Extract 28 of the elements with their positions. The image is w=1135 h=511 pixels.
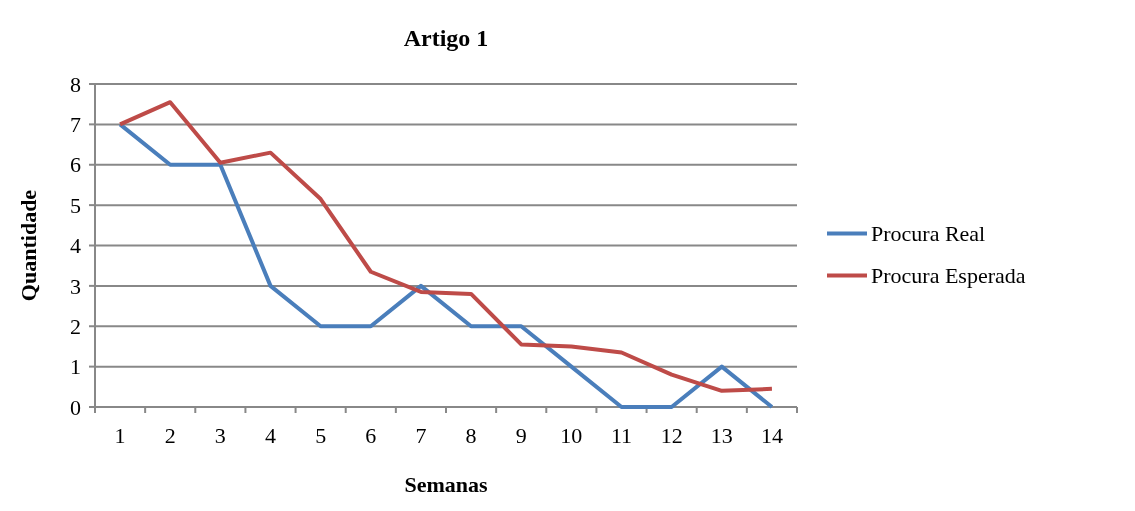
chart-title: Artigo 1 <box>403 25 489 51</box>
x-tick-label: 9 <box>515 423 527 448</box>
x-tick-label: 13 <box>710 423 733 448</box>
x-tick-label: 1 <box>114 423 126 448</box>
y-tick-label: 7 <box>70 112 81 138</box>
x-tick-label: 2 <box>164 423 176 448</box>
x-tick-label: 12 <box>660 423 683 448</box>
x-axis-title: Semanas <box>404 472 488 497</box>
y-axis-title: Quantidade <box>16 189 41 302</box>
y-tick-label: 3 <box>70 273 81 299</box>
y-tick-label: 2 <box>70 313 81 339</box>
x-tick-label: 5 <box>315 423 327 448</box>
y-tick-label: 1 <box>70 354 81 380</box>
y-tick-label: 4 <box>70 233 81 259</box>
legend-label: Procura Esperada <box>871 263 1026 289</box>
y-tick-label: 0 <box>70 394 81 420</box>
x-tick-label: 10 <box>560 423 583 448</box>
x-tick-label: 4 <box>265 423 276 448</box>
y-tick-label: 6 <box>70 152 81 178</box>
x-tick-label: 14 <box>760 423 783 448</box>
x-tick-label: 6 <box>365 423 377 448</box>
x-tick-label: 7 <box>415 423 427 448</box>
y-tick-label: 5 <box>70 192 81 218</box>
x-tick-label: 3 <box>214 423 226 448</box>
legend-label: Procura Real <box>871 221 986 247</box>
x-tick-label: 11 <box>610 423 633 448</box>
y-tick-label: 8 <box>70 71 81 97</box>
x-tick-label: 8 <box>465 423 477 448</box>
